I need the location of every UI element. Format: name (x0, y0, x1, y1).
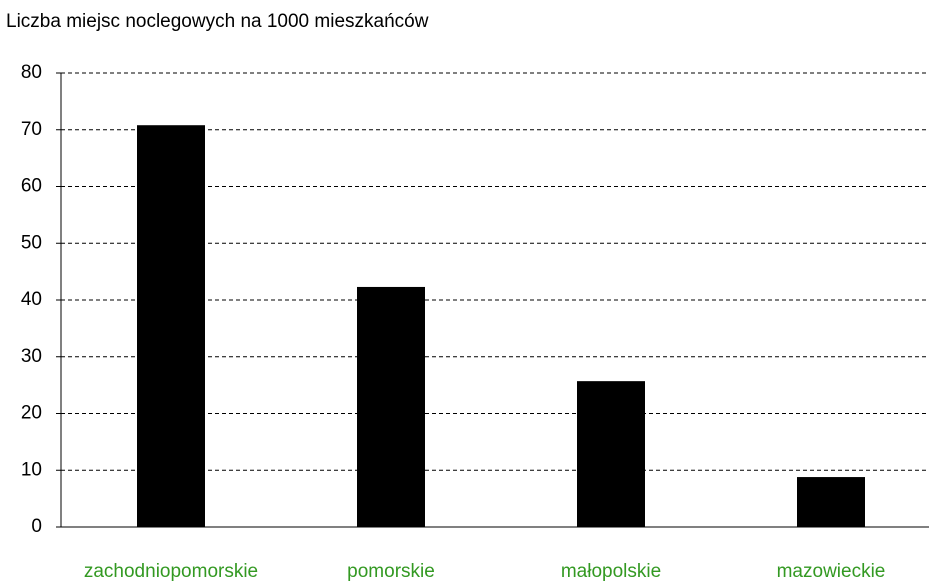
y-tick-label: 30 (21, 346, 42, 367)
x-tick-label: zachodniopomorskie (84, 561, 258, 582)
x-tick-label: mazowieckie (777, 561, 886, 582)
x-tick-label: pomorskie (347, 561, 435, 582)
x-tick-label: małopolskie (561, 561, 661, 582)
y-tick-label: 10 (21, 459, 42, 480)
bar (357, 286, 425, 527)
y-tick-label: 60 (21, 176, 42, 197)
y-tick-label: 70 (21, 119, 42, 140)
chart-title: Liczba miejsc noclegowych na 1000 mieszk… (6, 11, 429, 32)
bar (577, 381, 645, 527)
bar (137, 125, 205, 528)
y-tick-label: 50 (21, 232, 42, 253)
y-tick-label: 0 (31, 516, 42, 537)
bar (797, 477, 865, 527)
y-tick-label: 40 (21, 289, 42, 310)
y-tick-label: 20 (21, 403, 42, 424)
y-tick-label: 80 (21, 62, 42, 83)
